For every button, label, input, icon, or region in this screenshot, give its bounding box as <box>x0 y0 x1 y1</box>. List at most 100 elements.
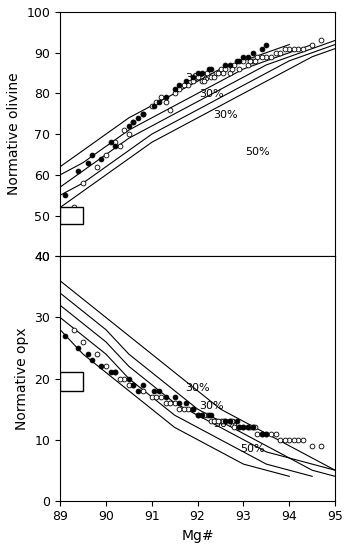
Point <box>245 60 251 69</box>
Text: 30%: 30% <box>185 73 210 83</box>
Point <box>254 429 260 438</box>
Point <box>213 69 219 78</box>
Point <box>62 332 68 340</box>
Point <box>89 356 95 365</box>
Point <box>181 405 187 414</box>
Text: 30%: 30% <box>213 420 237 430</box>
Point <box>112 142 118 151</box>
Point <box>273 429 278 438</box>
Point <box>234 57 239 65</box>
Point <box>209 411 214 420</box>
Point <box>154 393 159 402</box>
Point <box>218 417 223 426</box>
Point <box>167 105 173 114</box>
Point <box>318 36 324 45</box>
Point <box>259 429 265 438</box>
Point <box>108 138 113 147</box>
Point <box>103 150 109 159</box>
Point <box>186 405 191 414</box>
Point <box>231 60 237 69</box>
Point <box>94 350 99 359</box>
Point <box>183 77 189 86</box>
Point <box>227 417 232 426</box>
Point <box>236 423 241 432</box>
Point <box>121 126 127 135</box>
Point <box>291 435 297 444</box>
Point <box>85 350 90 359</box>
Point <box>227 60 232 69</box>
Point <box>117 374 122 383</box>
Point <box>220 417 226 426</box>
Point <box>216 69 221 78</box>
Point <box>241 423 246 432</box>
Point <box>282 44 287 53</box>
Point <box>176 85 182 94</box>
Point <box>250 57 255 65</box>
Point <box>131 118 136 127</box>
Point <box>264 429 269 438</box>
Y-axis label: Normative olivine: Normative olivine <box>7 73 21 195</box>
Point <box>229 64 235 73</box>
Point <box>163 399 168 408</box>
Point <box>264 429 269 438</box>
Point <box>112 368 118 377</box>
Point <box>300 435 306 444</box>
Point <box>172 89 177 98</box>
Point <box>229 417 235 426</box>
Point <box>151 387 157 395</box>
Point <box>199 411 205 420</box>
Point <box>117 142 122 151</box>
Point <box>254 52 260 61</box>
Point <box>206 64 212 73</box>
Point <box>140 387 145 395</box>
Point <box>300 44 306 53</box>
Point <box>172 85 177 94</box>
Text: 50%: 50% <box>245 146 270 157</box>
Point <box>163 93 168 102</box>
Point <box>264 40 269 49</box>
Point <box>126 374 132 383</box>
Point <box>195 411 201 420</box>
Point <box>195 73 201 81</box>
Point <box>247 423 253 432</box>
Point <box>131 380 136 389</box>
Text: 30%: 30% <box>185 383 210 393</box>
Point <box>211 73 216 81</box>
Point <box>245 423 251 432</box>
Point <box>163 97 168 106</box>
Point <box>71 203 77 212</box>
Point <box>135 387 141 395</box>
Point <box>236 57 241 65</box>
Bar <box>60 207 83 224</box>
Point <box>158 393 164 402</box>
Point <box>80 179 86 188</box>
Point <box>172 399 177 408</box>
Point <box>234 417 239 426</box>
X-axis label: Mg#: Mg# <box>181 529 214 543</box>
Point <box>259 52 265 61</box>
Point <box>176 405 182 414</box>
Point <box>264 52 269 61</box>
Point <box>247 57 253 65</box>
Point <box>216 417 221 426</box>
Bar <box>60 372 83 391</box>
Point <box>218 64 223 73</box>
Point <box>62 191 68 200</box>
Point <box>80 338 86 346</box>
Point <box>195 411 201 420</box>
Point <box>268 52 274 61</box>
Point <box>183 399 189 408</box>
Point <box>131 118 136 127</box>
Point <box>85 158 90 167</box>
Point <box>211 417 216 426</box>
Point <box>222 417 228 426</box>
Point <box>222 64 228 73</box>
Point <box>156 387 161 395</box>
Point <box>135 113 141 122</box>
Point <box>126 122 132 130</box>
Point <box>309 442 315 450</box>
Point <box>172 393 177 402</box>
Point <box>167 399 173 408</box>
Point <box>204 69 210 78</box>
Point <box>199 77 205 86</box>
